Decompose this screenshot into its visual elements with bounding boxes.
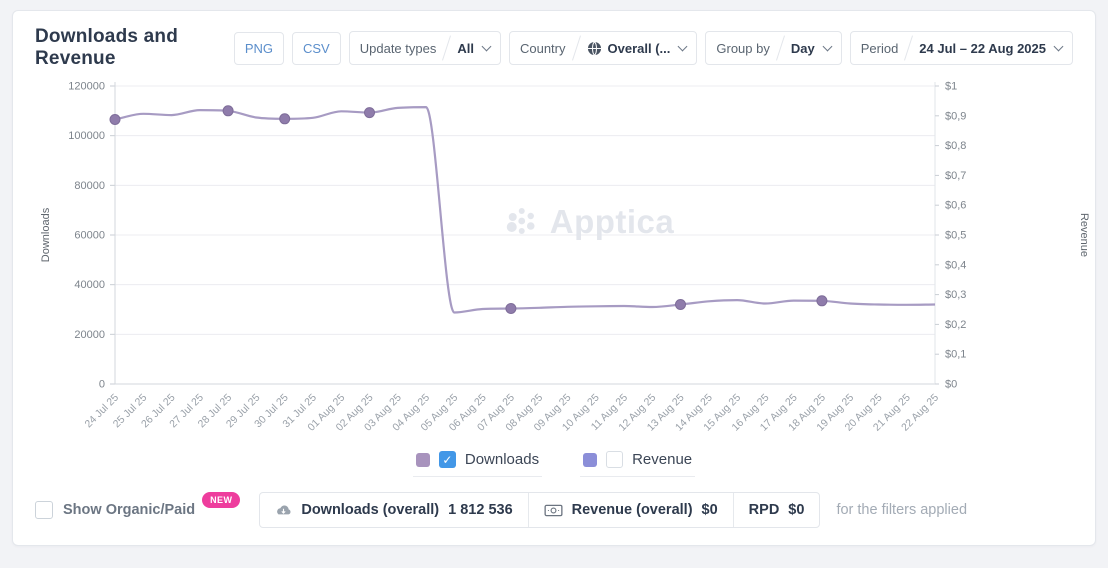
chevron-down-icon [677,41,688,52]
right-axis-tick-label: $0,2 [945,319,966,331]
right-axis-tick-label: $1 [945,81,957,93]
export-png-button[interactable]: PNG [233,31,284,65]
right-axis-tick-label: $0 [945,379,957,391]
filter-value: All [457,40,492,56]
toolbar: PNG CSV Update types All Country Overall (.… [233,31,1073,65]
left-axis-tick-label: 60000 [74,230,105,242]
data-point-marker[interactable] [364,107,375,119]
filter-label: Country [519,40,566,56]
filter-value: Day [790,40,833,56]
filter-value-text: 24 Jul – 22 Aug 2025 [919,40,1046,56]
filters-note: for the filters applied [836,502,968,518]
data-point-marker[interactable] [816,295,828,307]
filter-label: Update types [359,40,437,56]
data-point-marker[interactable] [109,114,121,125]
banknote-icon [544,504,563,516]
right-axis-tick-label: $0,4 [945,259,966,271]
left-axis-tick-label: 100000 [68,130,105,142]
left-axis-tick-label: 120000 [68,81,105,93]
chart-area: 0 20000 40000 60000 80000 100000 120000 $1 $0,9 $… [35,74,1090,451]
filter-value-text: Overall (... [607,40,671,56]
filter-pill-update-types[interactable]: Update types All [348,31,501,65]
stat-value: $0 [701,502,718,518]
left-axis-tick-label: 20000 [74,329,105,341]
pill-divider [571,35,581,61]
right-axis-tick-label: $0,6 [945,200,966,212]
data-point-marker[interactable] [222,105,234,117]
chevron-down-icon [822,41,833,52]
legend-item-revenue[interactable]: Revenue [580,449,696,477]
filter-pill-period[interactable]: Period 24 Jul – 22 Aug 2025 [849,31,1073,65]
new-badge: NEW [202,492,241,508]
right-axis-tick-label: $0,9 [945,110,966,122]
right-axis-tick-label: $0,1 [945,349,966,361]
checked-checkbox[interactable]: ✓ [438,451,456,468]
legend-label: Revenue [632,451,693,468]
right-axis-tick-label: $0,5 [945,230,966,242]
legend-swatch [415,452,430,467]
filter-value: Overall (... [587,40,688,56]
data-point-marker[interactable] [505,303,517,314]
stat-revenue-overall: Revenue (overall) $0 [527,493,733,527]
data-point-marker[interactable] [279,113,291,125]
chevron-down-icon [481,41,492,52]
show-organic-paid-toggle[interactable]: Show Organic/Paid NEW [35,492,243,519]
pill-divider [904,35,914,61]
cloud-download-icon [277,504,291,514]
footer-bar: Show Organic/Paid NEW Downloads (overall… [35,492,1073,545]
left-axis-tick-label: 40000 [74,279,105,291]
downloads-revenue-chart: 0 20000 40000 60000 80000 100000 120000 $1 $0,9 $… [40,81,1090,434]
right-axis-tick-label: $0,8 [945,140,966,152]
stat-rpd: RPD $0 [732,493,820,527]
filter-label: Group by [716,40,770,56]
stat-value: 1 812 536 [448,502,513,518]
left-axis-title: Downloads [40,207,52,262]
card-header: Downloads and Revenue PNG CSV Update typ… [35,11,1073,74]
filter-value-text: All [457,40,474,56]
downloads-revenue-card: Downloads and Revenue PNG CSV Update typ… [12,10,1096,546]
filter-value-text: Day [790,40,815,56]
organic-paid-label: Show Organic/Paid [63,502,196,518]
downloads-line [114,105,936,314]
filter-label: Period [860,40,899,56]
organic-paid-checkbox[interactable] [35,501,53,519]
pill-divider [442,35,452,61]
stat-value: $0 [788,502,805,518]
stat-label: Downloads (overall) [301,502,440,518]
pill-divider [775,35,785,61]
filter-pill-group-by[interactable]: Group by Day [705,31,842,65]
filter-value: 24 Jul – 22 Aug 2025 [919,40,1064,56]
chart-legend: ✓ Downloads Revenue [35,449,1073,477]
filter-pills: Update types All Country Overall (... Group … [348,31,1073,65]
right-axis-tick-label: $0,3 [945,289,966,301]
stat-label: RPD [748,502,780,518]
unchecked-checkbox[interactable] [606,451,624,468]
legend-item-downloads[interactable]: ✓ Downloads [412,449,543,477]
globe-icon [587,41,601,55]
data-point-marker[interactable] [675,299,686,310]
legend-label: Downloads [464,451,540,468]
left-axis-tick-label: 80000 [74,180,105,192]
export-csv-button[interactable]: CSV [292,31,341,65]
chevron-down-icon [1053,41,1064,52]
left-axis-tick-label: 0 [99,379,105,391]
page-title: Downloads and Revenue [35,26,178,69]
overall-stats-pill: Downloads (overall) 1 812 536 Revenue (ove… [259,492,821,528]
right-axis-tick-label: $0,7 [945,170,966,182]
legend-swatch [583,452,598,467]
stat-label: Revenue (overall) [571,502,693,518]
filter-pill-country[interactable]: Country Overall (... [508,31,698,65]
stat-downloads-overall: Downloads (overall) 1 812 536 [260,493,527,527]
right-axis-title: Revenue [1078,213,1090,257]
